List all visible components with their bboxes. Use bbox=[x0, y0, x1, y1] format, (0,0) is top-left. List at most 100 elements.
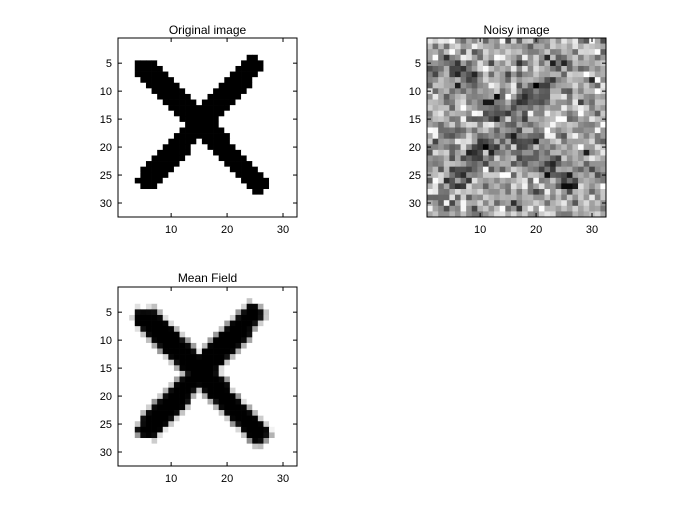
pixel-cell bbox=[538, 166, 545, 173]
pixel-cell bbox=[443, 99, 450, 106]
pixel-cell bbox=[538, 172, 545, 179]
pixel-cell bbox=[162, 354, 169, 361]
pixel-cell bbox=[118, 298, 124, 305]
panel-mean-field-axes-box bbox=[117, 286, 298, 467]
pixel-cell bbox=[218, 127, 225, 134]
pixel-cell bbox=[561, 149, 568, 156]
pixel-cell bbox=[185, 460, 192, 467]
pixel-cell bbox=[190, 54, 197, 61]
pixel-cell bbox=[471, 166, 478, 173]
pixel-cell bbox=[510, 121, 517, 128]
pixel-cell bbox=[494, 121, 501, 128]
pixel-cell bbox=[118, 432, 124, 439]
pixel-cell bbox=[533, 77, 540, 84]
pixel-cell bbox=[477, 166, 484, 173]
pixel-cell bbox=[168, 161, 175, 168]
pixel-cell bbox=[123, 320, 130, 327]
pixel-cell bbox=[550, 54, 557, 61]
pixel-cell bbox=[438, 99, 445, 106]
pixel-cell bbox=[274, 421, 281, 428]
pixel-cell bbox=[477, 99, 484, 106]
pixel-cell bbox=[600, 77, 607, 84]
pixel-cell bbox=[229, 376, 236, 383]
pixel-cell bbox=[589, 71, 596, 78]
pixel-cell bbox=[291, 460, 298, 467]
pixel-cell bbox=[173, 121, 180, 128]
y-tick-label: 5 bbox=[106, 307, 112, 319]
pixel-cell bbox=[285, 43, 292, 50]
pixel-cell bbox=[145, 121, 152, 128]
pixel-cell bbox=[246, 200, 253, 207]
pixel-cell bbox=[168, 93, 175, 100]
pixel-cell bbox=[285, 298, 292, 305]
pixel-cell bbox=[246, 77, 253, 84]
pixel-cell bbox=[269, 443, 275, 450]
pixel-cell bbox=[550, 183, 557, 190]
pixel-cell bbox=[134, 426, 141, 433]
pixel-cell bbox=[162, 314, 169, 321]
pixel-cell bbox=[118, 426, 124, 433]
pixel-cell bbox=[432, 205, 439, 212]
pixel-cell bbox=[263, 314, 270, 321]
pixel-cell bbox=[213, 365, 220, 372]
pixel-cell bbox=[134, 415, 141, 422]
pixel-cell bbox=[516, 138, 523, 145]
pixel-cell bbox=[280, 99, 287, 106]
pixel-cell bbox=[129, 155, 136, 162]
pixel-cell bbox=[162, 116, 169, 123]
pixel-cell bbox=[151, 443, 158, 450]
pixel-cell bbox=[201, 348, 208, 355]
pixel-cell bbox=[190, 121, 197, 128]
pixel-cell bbox=[257, 342, 264, 349]
pixel-cell bbox=[173, 398, 180, 405]
pixel-cell bbox=[494, 38, 501, 44]
pixel-cell bbox=[252, 116, 259, 123]
pixel-cell bbox=[241, 354, 248, 361]
pixel-cell bbox=[263, 105, 270, 112]
pixel-cell bbox=[432, 60, 439, 67]
pixel-cell bbox=[173, 200, 180, 207]
pixel-cell bbox=[151, 365, 158, 372]
pixel-cell bbox=[438, 43, 445, 50]
pixel-cell bbox=[583, 65, 590, 72]
pixel-cell bbox=[196, 110, 203, 117]
pixel-cell bbox=[594, 82, 601, 89]
pixel-cell bbox=[291, 438, 298, 444]
pixel-cell bbox=[241, 443, 248, 450]
pixel-cell bbox=[427, 65, 433, 72]
pixel-cell bbox=[162, 194, 169, 201]
pixel-cell bbox=[224, 449, 231, 456]
pixel-cell bbox=[201, 314, 208, 321]
pixel-cell bbox=[252, 110, 259, 117]
pixel-cell bbox=[280, 121, 287, 128]
pixel-cell bbox=[555, 144, 562, 151]
pixel-cell bbox=[550, 144, 557, 151]
pixel-cell bbox=[263, 138, 270, 145]
pixel-cell bbox=[196, 342, 203, 349]
pixel-cell bbox=[213, 387, 220, 394]
pixel-cell bbox=[269, 365, 275, 372]
pixel-cell bbox=[449, 121, 456, 128]
pixel-cell bbox=[432, 166, 439, 173]
pixel-cell bbox=[257, 88, 264, 95]
pixel-cell bbox=[196, 99, 203, 106]
pixel-cell bbox=[291, 387, 298, 394]
pixel-cell bbox=[544, 177, 551, 184]
pixel-cell bbox=[241, 138, 248, 145]
pixel-cell bbox=[196, 331, 203, 338]
pixel-cell bbox=[269, 149, 275, 156]
pixel-cell bbox=[555, 138, 562, 145]
pixel-cell bbox=[157, 77, 164, 84]
pixel-cell bbox=[443, 211, 450, 218]
pixel-cell bbox=[285, 88, 292, 95]
pixel-cell bbox=[291, 166, 298, 173]
pixel-cell bbox=[207, 410, 214, 417]
pixel-cell bbox=[510, 82, 517, 89]
pixel-cell bbox=[134, 342, 141, 349]
pixel-cell bbox=[224, 331, 231, 338]
pixel-cell bbox=[438, 166, 445, 173]
pixel-cell bbox=[140, 354, 147, 361]
pixel-cell bbox=[145, 292, 152, 299]
pixel-cell bbox=[179, 320, 186, 327]
pixel-cell bbox=[201, 342, 208, 349]
